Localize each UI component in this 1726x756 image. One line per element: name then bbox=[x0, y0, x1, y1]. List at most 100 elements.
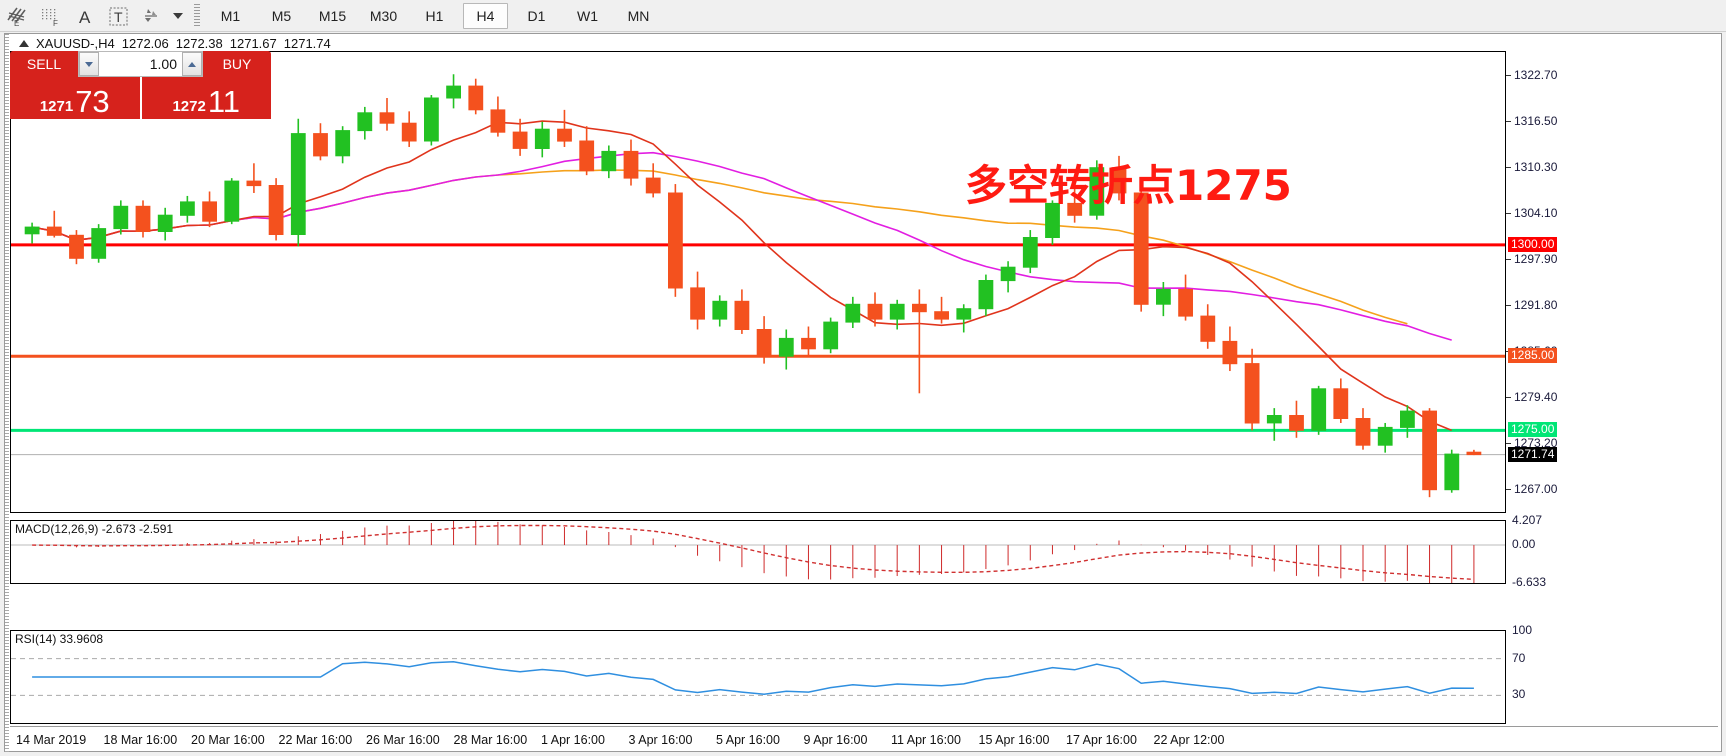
price-tick bbox=[1506, 442, 1511, 444]
symbol-name: XAUUSD-,H4 bbox=[36, 36, 115, 51]
price-chart-svg bbox=[11, 74, 1505, 498]
buy-price-pips: 11 bbox=[207, 84, 241, 119]
timeframe-m1[interactable]: M1 bbox=[220, 7, 241, 24]
timeframe-mn[interactable]: MN bbox=[627, 7, 650, 24]
macd-scale-label: 4.207 bbox=[1512, 513, 1543, 527]
macd-label: MACD(12,26,9) -2.673 -2.591 bbox=[15, 522, 174, 536]
rsi-scale-label: 100 bbox=[1512, 623, 1533, 637]
volume-input[interactable]: 1.00 bbox=[149, 56, 177, 72]
time-axis-label: 3 Apr 16:00 bbox=[628, 733, 693, 747]
ohlc-quotes: 1272.06 1272.38 1271.67 1271.74 bbox=[122, 36, 331, 51]
timeframe-h1[interactable]: H1 bbox=[425, 7, 444, 24]
grid-icon[interactable]: F bbox=[34, 1, 68, 30]
macd-scale-label: 0.00 bbox=[1512, 537, 1536, 552]
price-axis[interactable]: 1322.70 1316.50 1310.30 1304.10 1297.90 1291.… bbox=[1506, 51, 1718, 724]
chart-annotation-text: 多空转折点1275 bbox=[965, 161, 1292, 210]
time-axis-label: 14 Mar 2019 bbox=[16, 733, 87, 747]
timeframe-m30[interactable]: M30 bbox=[369, 7, 398, 24]
sell-button[interactable]: SELL bbox=[10, 51, 78, 77]
timeframe-d1[interactable]: D1 bbox=[527, 7, 546, 24]
quote-high: 1272.38 bbox=[175, 36, 223, 51]
price-tick bbox=[1506, 304, 1511, 306]
price-level-label[interactable]: 1285.00 bbox=[1508, 348, 1558, 364]
trade-panel-price-row: 1271 73 1272 11 bbox=[10, 77, 271, 119]
svg-text:E: E bbox=[14, 19, 19, 28]
chart-left-grip[interactable] bbox=[5, 34, 9, 753]
price-tick bbox=[1506, 167, 1511, 169]
price-pane[interactable] bbox=[10, 51, 1506, 513]
price-tick-label: 1322.70 bbox=[1514, 68, 1558, 83]
one-click-trading-panel: SELL 1.00 BUY 1271 73 1272 11 bbox=[10, 51, 271, 119]
svg-text:T: T bbox=[114, 9, 123, 25]
toolbar-drag-handle[interactable] bbox=[194, 3, 200, 28]
objects-icon[interactable] bbox=[136, 1, 170, 30]
price-tick-label: 1316.50 bbox=[1514, 114, 1558, 129]
price-tick-label: 1310.30 bbox=[1514, 160, 1558, 175]
volume-stepper[interactable]: 1.00 bbox=[78, 51, 203, 77]
chart-style-icon[interactable]: E bbox=[0, 1, 34, 30]
timeframe-m5[interactable]: M5 bbox=[271, 7, 292, 24]
time-axis-label: 5 Apr 16:00 bbox=[716, 733, 780, 747]
rsi-scale-label: 70 bbox=[1512, 650, 1526, 665]
text-icon[interactable]: A bbox=[68, 1, 102, 30]
buy-button[interactable]: BUY bbox=[203, 51, 271, 77]
price-tick bbox=[1506, 213, 1511, 215]
volume-increase-button[interactable] bbox=[182, 52, 202, 76]
collapse-icon[interactable] bbox=[19, 40, 29, 47]
time-axis-label: 1 Apr 16:00 bbox=[541, 733, 605, 747]
time-axis-label: 28 Mar 16:00 bbox=[453, 733, 528, 747]
time-axis-label: 22 Apr 12:00 bbox=[1153, 733, 1225, 747]
sell-price-button[interactable]: 1271 73 bbox=[10, 77, 140, 119]
price-tick-label: 1297.90 bbox=[1514, 252, 1558, 267]
trade-panel-top-row: SELL 1.00 BUY bbox=[10, 51, 271, 77]
sell-price-pips: 73 bbox=[75, 84, 110, 119]
timeframe-w1[interactable]: W1 bbox=[577, 7, 598, 24]
quote-open: 1272.06 bbox=[121, 36, 169, 51]
objects-dropdown-chevron-icon[interactable] bbox=[170, 1, 186, 30]
quote-low: 1271.67 bbox=[229, 36, 277, 51]
macd-chart-svg bbox=[11, 521, 1505, 583]
timeframe-h4[interactable]: H4 bbox=[463, 2, 508, 29]
time-axis-label: 9 Apr 16:00 bbox=[803, 733, 868, 747]
price-level-label[interactable]: 1275.00 bbox=[1508, 422, 1558, 438]
price-tick-label: 1304.10 bbox=[1514, 206, 1558, 221]
svg-text:F: F bbox=[53, 19, 58, 28]
chevron-down-icon bbox=[173, 12, 183, 19]
rsi-label: RSI(14) 33.9608 bbox=[15, 632, 104, 646]
price-tick-label: 1279.40 bbox=[1514, 389, 1558, 404]
rsi-chart-svg bbox=[11, 658, 1505, 696]
price-level-label[interactable]: 1271.74 bbox=[1508, 446, 1558, 462]
time-axis-label: 15 Apr 16:00 bbox=[978, 733, 1050, 747]
volume-decrease-button[interactable] bbox=[79, 52, 99, 76]
price-level-label[interactable]: 1300.00 bbox=[1508, 236, 1558, 252]
time-axis[interactable]: 14 Mar 2019 18 Mar 16:00 20 Mar 16:00 22 Ma… bbox=[10, 726, 1718, 752]
time-axis-label: 22 Mar 16:00 bbox=[278, 733, 353, 747]
price-tick-label: 1291.80 bbox=[1514, 297, 1558, 312]
buy-price-prefix: 1272 bbox=[172, 98, 206, 115]
macd-pane[interactable] bbox=[10, 520, 1506, 584]
price-tick bbox=[1506, 396, 1511, 398]
price-tick-label: 1267.00 bbox=[1514, 481, 1558, 496]
time-axis-label: 26 Mar 16:00 bbox=[366, 733, 440, 747]
time-axis-label: 17 Apr 16:00 bbox=[1066, 733, 1137, 747]
price-tick-label: 1273.20 bbox=[1514, 435, 1558, 450]
quote-close: 1271.74 bbox=[283, 36, 331, 51]
price-tick bbox=[1506, 259, 1511, 261]
timeframe-group: M1 M5 M15 M30 H1 H4 D1 W1 MN bbox=[205, 2, 664, 29]
chart-area: XAUUSD-,H4 1272.06 1272.38 1271.67 1271.… bbox=[4, 33, 1722, 753]
time-axis-label: 20 Mar 16:00 bbox=[191, 733, 265, 747]
macd-scale-label: -6.633 bbox=[1512, 575, 1547, 589]
price-tick bbox=[1506, 488, 1511, 490]
toolbar: E F A bbox=[0, 0, 1726, 32]
rsi-pane[interactable] bbox=[10, 630, 1506, 724]
timeframe-m15[interactable]: M15 bbox=[318, 7, 347, 24]
svg-text:A: A bbox=[79, 8, 91, 27]
time-axis-label: 11 Apr 16:00 bbox=[891, 733, 961, 747]
buy-price-button[interactable]: 1272 11 bbox=[141, 77, 271, 119]
price-tick bbox=[1506, 121, 1511, 123]
sell-price-prefix: 1271 bbox=[39, 98, 74, 115]
rsi-scale-label: 30 bbox=[1512, 687, 1526, 702]
text-label-icon[interactable]: T bbox=[102, 1, 136, 30]
time-axis-label: 18 Mar 16:00 bbox=[103, 733, 178, 747]
